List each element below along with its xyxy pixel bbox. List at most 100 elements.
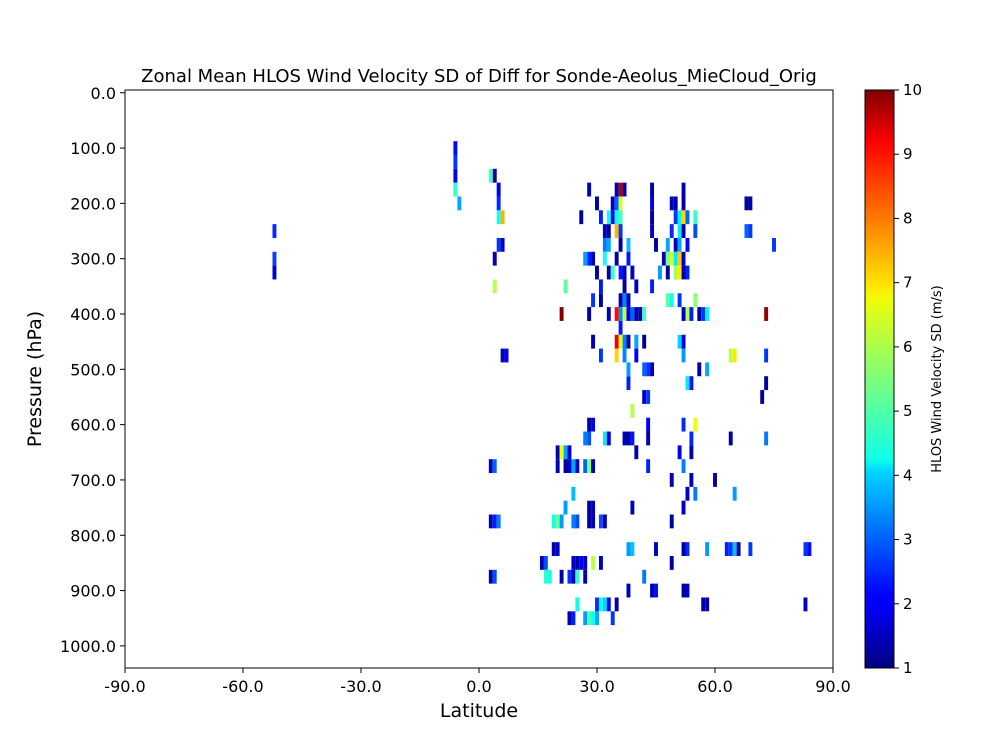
heatmap-cell [657,265,662,280]
colorbar-tick-label: 6 [903,338,913,356]
heatmap-cell [630,542,635,556]
heatmap-cell [598,210,603,225]
heatmap-cell [591,459,596,474]
heatmap-cell [654,237,658,252]
heatmap-cell [646,390,651,404]
heatmap-cell [614,182,619,197]
heatmap-cell [563,459,568,474]
x-tick-label: 0.0 [466,677,491,696]
heatmap-cell [701,597,706,612]
heatmap-cell [492,459,497,474]
heatmap-cell [606,431,611,446]
heatmap-cell [669,224,674,238]
plot-area [124,89,834,669]
heatmap-cell [748,196,753,211]
heatmap-cell [488,459,493,474]
heatmap-cell [748,542,753,556]
heatmap-cell [689,376,694,391]
heatmap-cell [492,279,497,294]
heatmap-cell [685,265,690,280]
heatmap-cell [681,334,686,349]
heatmap-cell [673,210,678,225]
heatmap-cell [539,556,544,570]
heatmap-cell [591,293,596,308]
heatmap-cell [685,307,690,321]
heatmap-cell [665,265,670,280]
heatmap-cell [681,251,686,266]
y-tick-label: 800.0 [70,526,116,545]
heatmap-cell [681,500,686,515]
heatmap-cell [654,583,658,598]
x-tick-label: -30.0 [340,677,381,696]
heatmap-cell [551,514,556,529]
heatmap-cell [587,182,592,197]
heatmap-cell [650,583,655,598]
heatmap-cell [693,486,698,501]
heatmap-cell [579,556,584,570]
heatmap-cell [693,210,698,225]
heatmap-cell [453,168,458,183]
heatmap-cell [669,196,674,211]
heatmap-cell [272,251,277,266]
heatmap-cell [563,445,568,460]
heatmap-cell [634,445,639,460]
heatmap-cells [272,141,812,626]
heatmap-cell [728,542,733,556]
heatmap-cell [598,279,603,294]
heatmap-cell [567,611,572,626]
heatmap-cell [555,514,560,529]
y-tick-label: 400.0 [70,305,116,324]
heatmap-cell [807,542,812,556]
x-tick-label: 90.0 [815,677,851,696]
heatmap-cell [618,196,623,211]
heatmap-cell [677,237,682,252]
y-axis: 0.0 100.0 200.0 300.0 400.0 500.0 600.0 700.0 80… [60,84,125,656]
heatmap-cell [677,334,682,349]
heatmap-cell [772,237,776,252]
heatmap-cell [618,334,623,349]
heatmap-cell [705,362,710,377]
heatmap-cell [713,473,717,487]
heatmap-cell [543,556,548,570]
heatmap-cell [732,486,737,501]
heatmap-cell [555,445,560,460]
heatmap-cell [669,473,674,487]
heatmap-cell [583,251,588,266]
heatmap-cell [760,390,765,404]
heatmap-cell [673,237,678,252]
heatmap-cell [496,210,501,225]
heatmap-cell [614,348,619,363]
heatmap-cell [650,182,655,197]
heatmap-cell [453,154,458,169]
heatmap-cell [732,348,737,363]
heatmap-cell [595,611,599,626]
heatmap-cell [496,237,501,252]
heatmap-cell [614,196,619,211]
heatmap-cell [764,307,769,321]
y-tick-label: 0.0 [91,84,116,103]
heatmap-cell [685,237,690,252]
heatmap-cell [803,597,808,612]
heatmap-cell [681,542,686,556]
heatmap-cell [618,265,623,280]
heatmap-cell [591,251,596,266]
heatmap-cell [610,196,615,211]
heatmap-cell [457,196,462,211]
heatmap-cell [630,403,635,418]
heatmap-cell [587,307,592,321]
heatmap-cell [764,348,769,363]
heatmap-cell [602,597,607,612]
heatmap-cell [650,210,655,225]
heatmap-cell [571,556,576,570]
heatmap-cell [669,556,674,570]
heatmap-cell [685,542,690,556]
heatmap-cell [602,237,607,252]
heatmap-cell [567,569,572,584]
heatmap-cell [622,431,627,446]
heatmap-cell [614,224,619,238]
heatmap-cell [551,542,556,556]
heatmap-cell [543,569,548,584]
colorbar-tick-label: 10 [903,81,922,99]
heatmap-cell [728,431,733,446]
